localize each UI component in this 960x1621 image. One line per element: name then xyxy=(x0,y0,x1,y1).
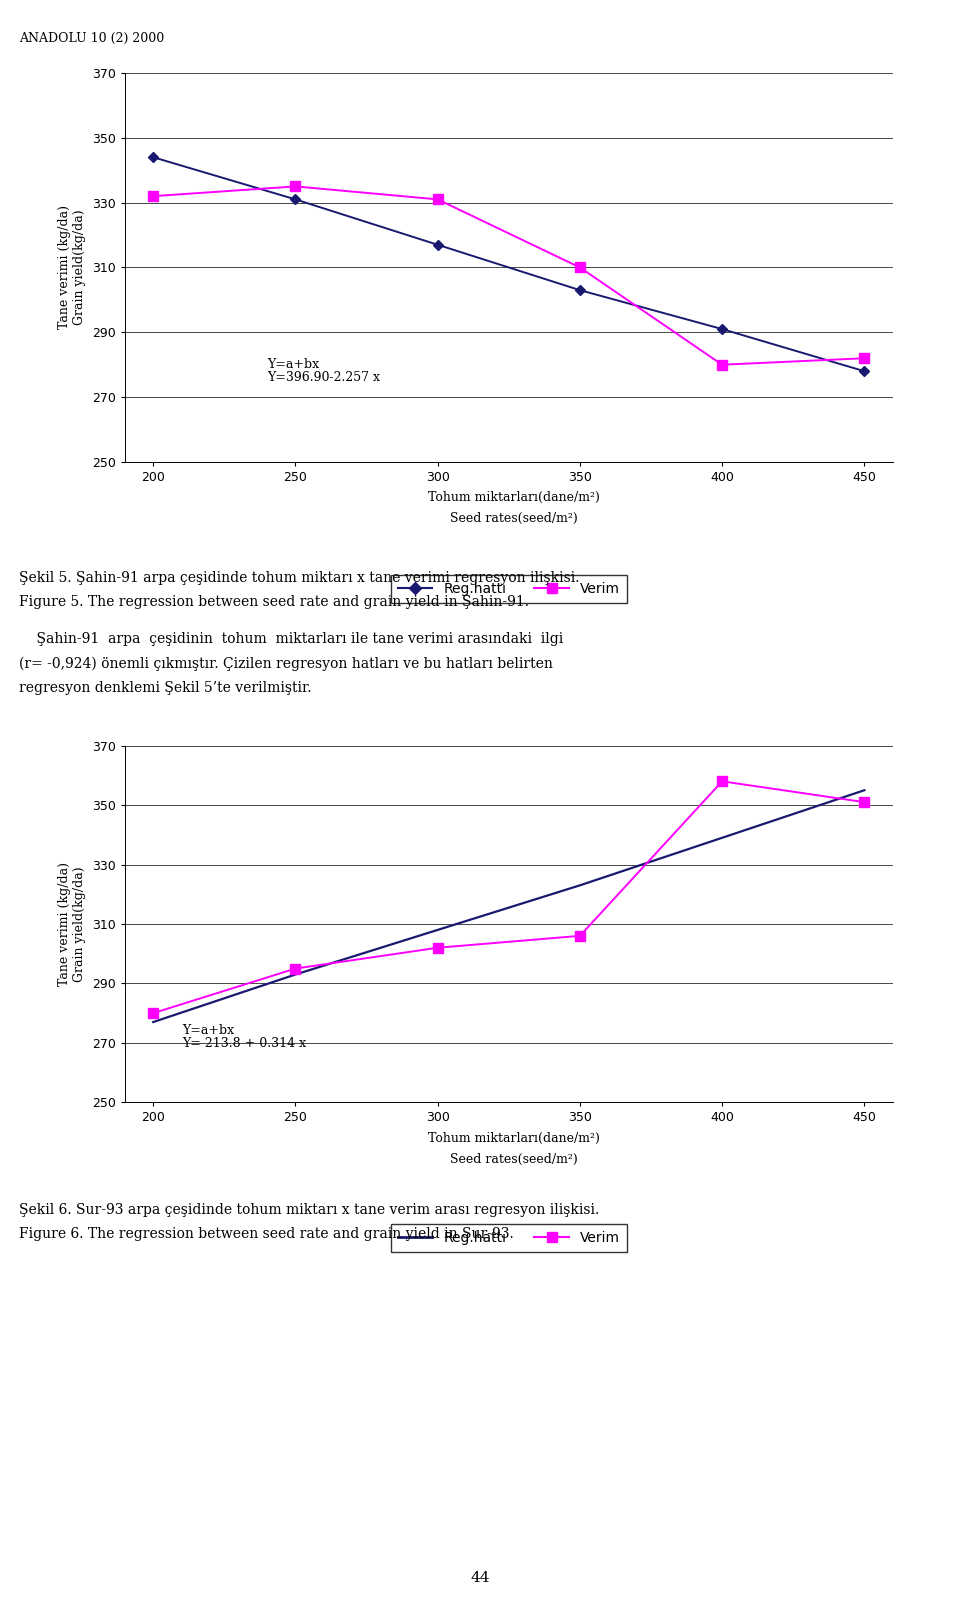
Text: Tohum miktarları(dane/m²): Tohum miktarları(dane/m²) xyxy=(427,491,600,504)
Text: Figure 5. The regression between seed rate and grain yield in Şahin-91.: Figure 5. The regression between seed ra… xyxy=(19,595,529,609)
Text: Y=a+bx: Y=a+bx xyxy=(181,1024,234,1037)
Text: Y= 213.8 + 0.314 x: Y= 213.8 + 0.314 x xyxy=(181,1037,306,1050)
Y-axis label: Tane verimi (kg/da)
Grain yield(kg/da): Tane verimi (kg/da) Grain yield(kg/da) xyxy=(59,206,86,329)
Text: regresyon denklemi Şekil 5’te verilmiştir.: regresyon denklemi Şekil 5’te verilmişti… xyxy=(19,681,312,695)
Text: Şahin-91  arpa  çeşidinin  tohum  miktarları ile tane verimi arasındaki  ilgi: Şahin-91 arpa çeşidinin tohum miktarları… xyxy=(19,632,564,647)
Legend: Reg.hattı, Verim: Reg.hattı, Verim xyxy=(391,1224,627,1253)
Text: Şekil 5. Şahin-91 arpa çeşidinde tohum miktarı x tane verimi regresyon ilişkisi.: Şekil 5. Şahin-91 arpa çeşidinde tohum m… xyxy=(19,571,580,585)
Text: Figure 6. The regression between seed rate and grain yield in Sur-93.: Figure 6. The regression between seed ra… xyxy=(19,1227,514,1242)
Text: Tohum miktarları(dane/m²): Tohum miktarları(dane/m²) xyxy=(427,1131,600,1144)
Text: (r= -0,924) önemli çıkmıştır. Çizilen regresyon hatları ve bu hatları belirten: (r= -0,924) önemli çıkmıştır. Çizilen re… xyxy=(19,657,553,671)
Text: 44: 44 xyxy=(470,1571,490,1585)
Text: Y=a+bx: Y=a+bx xyxy=(267,358,319,371)
Text: ANADOLU 10 (2) 2000: ANADOLU 10 (2) 2000 xyxy=(19,32,164,45)
Text: Y=396.90-2.257 x: Y=396.90-2.257 x xyxy=(267,371,380,384)
Text: Seed rates(seed/m²): Seed rates(seed/m²) xyxy=(449,1153,578,1165)
Y-axis label: Tane verimi (kg/da)
Grain yield(kg/da): Tane verimi (kg/da) Grain yield(kg/da) xyxy=(59,862,86,986)
Text: Şekil 6. Sur-93 arpa çeşidinde tohum miktarı x tane verim arası regresyon ilişki: Şekil 6. Sur-93 arpa çeşidinde tohum mik… xyxy=(19,1203,599,1217)
Legend: Reg.hattı, Verim: Reg.hattı, Verim xyxy=(391,575,627,603)
Text: Seed rates(seed/m²): Seed rates(seed/m²) xyxy=(449,512,578,525)
